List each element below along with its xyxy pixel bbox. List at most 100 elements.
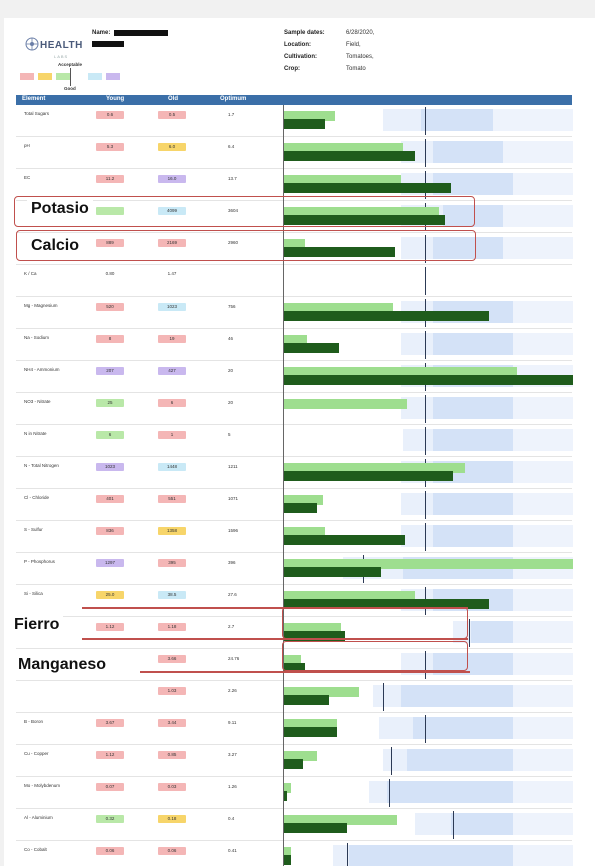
optimum-line xyxy=(425,427,426,455)
element-name: Si - Silica xyxy=(24,591,43,596)
legend-swatch-green xyxy=(56,73,70,80)
old-value: 1.03 xyxy=(158,687,186,695)
callout-box-manganeso xyxy=(282,641,468,671)
table-row: Al - Aluminium 0.32 0.18 0.4 xyxy=(16,809,572,841)
optimum-value: 2.7 xyxy=(228,624,235,629)
table-row: Si - Silica 25.0 38.5 27.6 xyxy=(16,585,572,617)
table-row: Mo - Molybdenum 0.07 0.03 1.26 xyxy=(16,777,572,809)
good-band xyxy=(413,717,513,739)
element-name: P - Phosphorus xyxy=(24,559,55,564)
optimum-value: 0.41 xyxy=(228,848,237,853)
high-band xyxy=(513,461,573,483)
acceptable-band xyxy=(401,333,433,355)
callout-line-manganeso xyxy=(140,671,470,673)
crop-value: Tomato xyxy=(346,66,366,72)
legend-swatch-yellow xyxy=(38,73,52,80)
acceptable-band xyxy=(373,685,401,707)
legend-swatch-cyan xyxy=(88,73,102,80)
old-value: 1.18 xyxy=(158,623,186,631)
header-optimum: Optimum xyxy=(220,96,247,102)
table-row: P - Phosphorus 1297 395 396 xyxy=(16,553,572,585)
old-value: 427 xyxy=(158,367,186,375)
header-young: Young xyxy=(106,96,125,102)
optimum-line xyxy=(425,235,426,263)
old-value: 1.47 xyxy=(167,271,177,276)
old-bar xyxy=(283,343,339,353)
table-row: 1.03 2.26 xyxy=(16,681,572,713)
redacted-name xyxy=(114,30,168,36)
young-value: 3.67 xyxy=(96,719,124,727)
optimum-line xyxy=(347,843,348,866)
element-name: NH4 - Ammonium xyxy=(24,367,60,372)
element-name: K / Ca xyxy=(24,271,37,276)
young-bar xyxy=(283,623,341,633)
young-value: 0.32 xyxy=(96,815,124,823)
optimum-line xyxy=(425,395,426,423)
high-band xyxy=(503,237,573,259)
young-bar xyxy=(283,463,465,473)
table-row: Na - Sodium 8 19 46 xyxy=(16,329,572,361)
optimum-value: 2.26 xyxy=(228,688,237,693)
old-bar xyxy=(283,151,415,161)
optimum-value: 756 xyxy=(228,304,236,309)
old-value: 1 xyxy=(158,431,186,439)
legend-swatch-purple xyxy=(106,73,120,80)
young-bar xyxy=(283,175,401,185)
optimum-value: 20 xyxy=(228,400,234,405)
callout-label-potasio: Potasio xyxy=(27,198,93,220)
element-name: EC xyxy=(24,175,31,180)
element-name: Na - Sodium xyxy=(24,335,50,340)
old-value: 1448 xyxy=(158,463,186,471)
old-value: 38.5 xyxy=(158,591,186,599)
optimum-line xyxy=(391,747,392,775)
table-row: NH4 - Ammonium 207 427 20 xyxy=(16,361,572,393)
table-row: EC 11.2 16.0 13.7 xyxy=(16,169,572,201)
old-value: 4099 xyxy=(158,207,186,215)
table-row: Co - Cobalt 0.06 0.06 0.41 xyxy=(16,841,572,866)
legend-acceptable-label: Acceptable xyxy=(58,62,83,67)
acceptable-band xyxy=(383,749,407,771)
bar-chart-area xyxy=(283,105,573,866)
young-bar xyxy=(283,751,317,761)
optimum-line xyxy=(425,331,426,359)
good-band xyxy=(433,429,513,451)
old-bar xyxy=(283,247,395,257)
optimum-line xyxy=(425,715,426,743)
acceptable-band xyxy=(369,781,387,803)
old-value: 0.06 xyxy=(158,847,186,855)
good-band xyxy=(433,333,513,355)
young-bar xyxy=(283,303,393,313)
old-value: 0.85 xyxy=(158,751,186,759)
optimum-value: 24.76 xyxy=(228,656,240,661)
optimum-line xyxy=(389,779,390,807)
optimum-value: 46 xyxy=(228,336,234,341)
young-bar xyxy=(283,399,407,409)
callout-box-fierro xyxy=(282,607,468,639)
good-band xyxy=(443,205,503,227)
header-old: Old xyxy=(168,96,178,102)
legend-swatch-red xyxy=(20,73,34,80)
table-row: B - Boron 3.67 3.44 9.11 xyxy=(16,713,572,745)
old-value: 6.0 xyxy=(158,143,186,151)
high-band xyxy=(513,493,573,515)
young-bar xyxy=(283,559,573,569)
old-bar xyxy=(283,791,287,801)
table-header-bar xyxy=(16,95,572,105)
old-bar xyxy=(283,119,325,129)
good-band xyxy=(349,845,513,866)
optimum-line xyxy=(425,267,426,295)
table-row: 889 2169 2960 xyxy=(16,233,572,265)
table-row: Total Sugars 0.6 0.5 1.7 xyxy=(16,105,572,137)
optimum-value: 2960 xyxy=(228,240,239,245)
old-value: 395 xyxy=(158,559,186,567)
table-row: Mg - Magnesium 520 1023 756 xyxy=(16,297,572,329)
high-band xyxy=(513,589,573,611)
young-value: 0.07 xyxy=(96,783,124,791)
old-value: 551 xyxy=(158,495,186,503)
young-value: 1023 xyxy=(96,463,124,471)
old-bar xyxy=(283,471,453,481)
old-bar xyxy=(283,631,345,641)
young-bar xyxy=(283,111,335,121)
acceptable-band xyxy=(333,845,349,866)
old-value: 3.44 xyxy=(158,719,186,727)
